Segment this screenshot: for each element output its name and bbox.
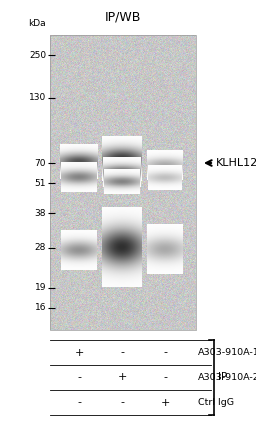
Text: -: - — [163, 373, 167, 383]
Text: 250: 250 — [29, 51, 46, 59]
Text: 28: 28 — [35, 243, 46, 253]
Text: Ctrl IgG: Ctrl IgG — [198, 398, 234, 407]
Text: KLHL12: KLHL12 — [216, 158, 256, 168]
Text: +: + — [74, 347, 84, 357]
Text: 38: 38 — [35, 208, 46, 218]
Text: -: - — [163, 347, 167, 357]
Text: kDa: kDa — [28, 19, 46, 27]
Text: -: - — [120, 347, 124, 357]
Text: 51: 51 — [35, 179, 46, 187]
Text: -: - — [77, 373, 81, 383]
Text: IP: IP — [218, 373, 227, 383]
Text: +: + — [160, 397, 170, 408]
Text: +: + — [117, 373, 127, 383]
Text: A303-910A-2: A303-910A-2 — [198, 373, 256, 382]
Text: -: - — [77, 397, 81, 408]
Text: 19: 19 — [35, 283, 46, 293]
Bar — [50, 35, 196, 330]
Text: 16: 16 — [35, 304, 46, 312]
Text: IP/WB: IP/WB — [105, 11, 141, 24]
Text: -: - — [120, 397, 124, 408]
Text: A303-910A-1: A303-910A-1 — [198, 348, 256, 357]
Text: 70: 70 — [35, 158, 46, 168]
Text: 130: 130 — [29, 93, 46, 102]
